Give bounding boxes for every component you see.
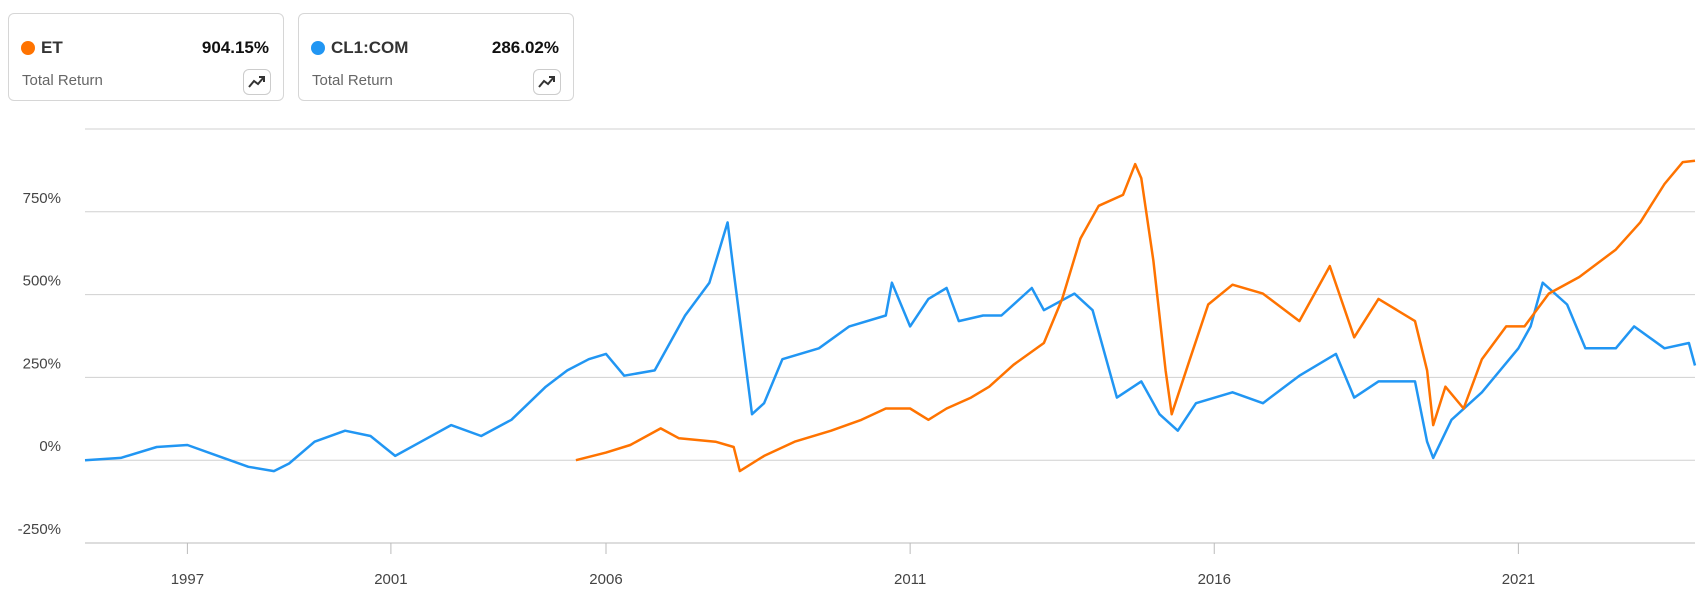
- x-tick-label: 2016: [1198, 571, 1231, 588]
- series-line: [575, 159, 1696, 473]
- trend-icon: [248, 76, 265, 88]
- legend-name: ET: [41, 38, 63, 57]
- series-card[interactable]: CL1:COM 286.02% Total Return: [298, 13, 574, 101]
- series-card[interactable]: ET 904.15% Total Return: [8, 13, 284, 101]
- legend-name: CL1:COM: [331, 38, 409, 57]
- y-tick-label: 750%: [23, 190, 61, 207]
- chart-type-button[interactable]: [533, 69, 561, 95]
- trend-icon: [538, 76, 555, 88]
- x-tick-label: 2021: [1502, 571, 1535, 588]
- x-tick-label: 1997: [171, 571, 204, 588]
- metric-label: Total Return: [312, 72, 393, 89]
- x-tick-label: 2001: [374, 571, 407, 588]
- legend-dot: [311, 41, 325, 55]
- series-line: [84, 221, 1697, 473]
- legend-dot: [21, 41, 35, 55]
- chart-type-button[interactable]: [243, 69, 271, 95]
- total-return-value: 286.02%: [491, 38, 559, 57]
- x-tick-label: 2011: [894, 571, 926, 588]
- y-tick-label: 250%: [23, 355, 61, 372]
- y-tick-label: 0%: [39, 438, 61, 455]
- y-tick-label: -250%: [18, 521, 61, 538]
- y-tick-label: 500%: [23, 273, 61, 290]
- total-return-value: 904.15%: [201, 38, 269, 57]
- x-tick-label: 2006: [589, 571, 622, 588]
- metric-label: Total Return: [22, 72, 103, 89]
